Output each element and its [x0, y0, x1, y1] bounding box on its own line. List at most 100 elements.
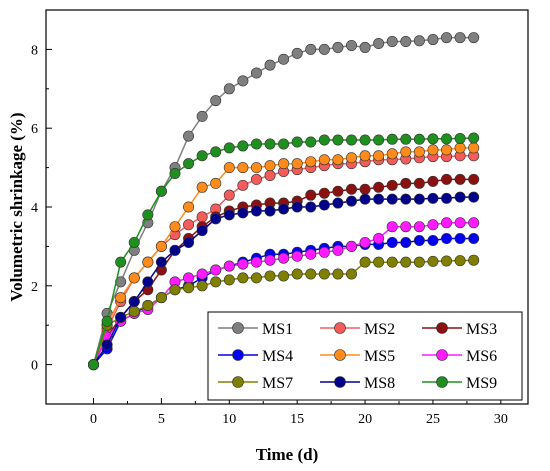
data-point	[210, 264, 222, 276]
data-point	[237, 75, 249, 87]
data-point	[468, 233, 480, 245]
data-point	[250, 256, 262, 268]
data-point	[223, 260, 235, 272]
data-point	[441, 192, 453, 204]
data-point	[115, 256, 127, 268]
data-point	[142, 276, 154, 288]
data-point	[400, 133, 412, 145]
data-point	[264, 205, 276, 217]
data-point	[128, 236, 140, 248]
legend-label: MS9	[466, 375, 497, 392]
data-point	[183, 201, 195, 213]
data-point	[291, 201, 303, 213]
data-point	[441, 217, 453, 229]
legend-swatch-marker	[436, 349, 448, 361]
data-point	[196, 110, 208, 122]
data-point	[386, 133, 398, 145]
data-point	[468, 132, 480, 144]
data-point	[250, 173, 262, 185]
data-point	[223, 142, 235, 154]
data-point	[291, 250, 303, 262]
legend-swatch-marker	[334, 376, 346, 388]
data-point	[413, 234, 425, 246]
data-point	[386, 193, 398, 205]
data-point	[223, 162, 235, 174]
legend-swatch-marker	[232, 376, 244, 388]
data-point	[413, 256, 425, 268]
data-point	[210, 276, 222, 288]
data-point	[183, 130, 195, 142]
data-point	[332, 134, 344, 146]
data-point	[264, 138, 276, 150]
data-point	[386, 148, 398, 160]
data-point	[441, 233, 453, 245]
data-point	[264, 254, 276, 266]
data-point	[250, 205, 262, 217]
data-point	[359, 193, 371, 205]
data-point	[291, 136, 303, 148]
data-point	[155, 185, 167, 197]
data-point	[278, 270, 290, 282]
data-point	[373, 256, 385, 268]
series-ms5	[88, 142, 480, 371]
data-point	[373, 181, 385, 193]
data-point	[128, 305, 140, 317]
data-point	[318, 134, 330, 146]
legend-label: MS2	[364, 321, 395, 338]
data-point	[345, 39, 357, 51]
data-point	[468, 217, 480, 229]
data-point	[196, 150, 208, 162]
data-point	[223, 83, 235, 95]
data-point	[237, 140, 249, 152]
legend-item: MS6	[422, 348, 497, 365]
data-point	[400, 146, 412, 158]
data-point	[278, 203, 290, 215]
data-point	[183, 219, 195, 231]
data-point	[291, 158, 303, 170]
series-ms8	[88, 191, 480, 371]
data-point	[169, 284, 181, 296]
data-point	[305, 268, 317, 280]
data-point	[169, 168, 181, 180]
data-point	[169, 221, 181, 233]
data-point	[196, 268, 208, 280]
data-point	[305, 43, 317, 55]
data-point	[264, 169, 276, 181]
x-tick-label: 0	[90, 412, 97, 427]
legend-item: MS8	[320, 375, 395, 392]
data-point	[318, 268, 330, 280]
data-point	[468, 191, 480, 203]
data-point	[413, 221, 425, 233]
data-point	[454, 173, 466, 185]
legend-label: MS8	[364, 375, 395, 392]
data-point	[115, 311, 127, 323]
data-point	[413, 177, 425, 189]
data-point	[210, 177, 222, 189]
data-point	[386, 236, 398, 248]
data-point	[332, 268, 344, 280]
data-point	[183, 158, 195, 170]
data-point	[291, 268, 303, 280]
data-point	[183, 282, 195, 294]
data-point	[155, 292, 167, 304]
data-point	[413, 146, 425, 158]
legend-item: MS5	[320, 348, 395, 365]
data-point	[318, 199, 330, 211]
data-point	[332, 41, 344, 53]
legend-swatch-marker	[334, 322, 346, 334]
legend-swatch-marker	[436, 376, 448, 388]
legend-swatch-marker	[232, 349, 244, 361]
data-point	[305, 136, 317, 148]
data-point	[386, 179, 398, 191]
series-layer	[88, 32, 480, 371]
data-point	[210, 146, 222, 158]
data-point	[413, 133, 425, 145]
data-point	[454, 142, 466, 154]
data-point	[468, 32, 480, 44]
y-tick-label: 2	[31, 280, 38, 295]
data-point	[454, 217, 466, 229]
data-point	[142, 209, 154, 221]
data-point	[427, 255, 439, 267]
data-point	[237, 207, 249, 219]
